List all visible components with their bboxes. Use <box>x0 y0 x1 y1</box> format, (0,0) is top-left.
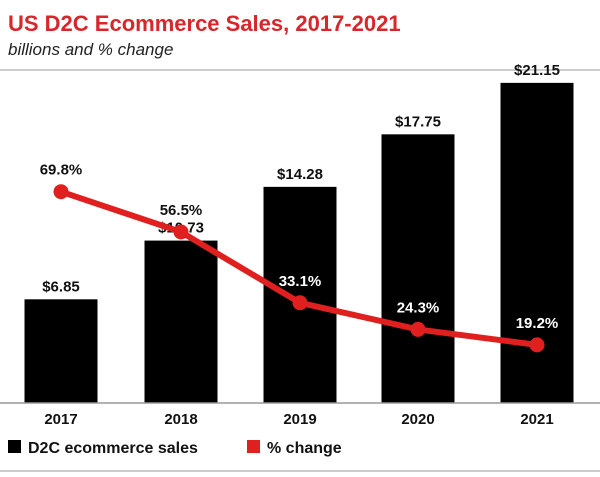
x-tick-2019: 2019 <box>283 411 316 428</box>
legend-label-sales: D2C ecommerce sales <box>28 440 198 457</box>
pct-point-2017 <box>53 184 69 200</box>
bar-2021 <box>500 82 574 403</box>
pct-label-2018: 56.5% <box>160 202 203 219</box>
pct-label-2021: 19.2% <box>516 315 559 332</box>
x-axis-ticks: 2017 2018 2019 2020 2021 <box>44 411 553 428</box>
bar-2020 <box>381 134 455 404</box>
bar-2017 <box>24 299 98 403</box>
bar-label-2017: $6.85 <box>42 278 80 295</box>
legend-label-pct: % change <box>267 440 342 457</box>
legend-swatch-sales <box>8 440 21 453</box>
x-tick-2018: 2018 <box>164 411 197 428</box>
x-tick-2017: 2017 <box>44 411 77 428</box>
pct-label-2019: 33.1% <box>279 273 322 290</box>
pct-point-2018 <box>173 224 189 240</box>
x-tick-2021: 2021 <box>520 411 553 428</box>
pct-point-2020 <box>410 321 426 337</box>
bar-label-2019: $14.28 <box>277 166 323 183</box>
pct-label-2017: 69.8% <box>40 162 83 179</box>
bar-label-2021: $21.15 <box>514 62 560 79</box>
legend-swatch-pct <box>247 440 260 453</box>
legend: D2C ecommerce sales % change <box>8 440 342 457</box>
bar-2019 <box>263 186 337 403</box>
bar-series: $6.85$10.73$14.28$17.75$21.15 <box>24 62 574 404</box>
bar-2018 <box>144 240 218 403</box>
x-tick-2020: 2020 <box>401 411 434 428</box>
pct-point-2021 <box>529 337 545 353</box>
bar-label-2020: $17.75 <box>395 113 441 130</box>
pct-label-2020: 24.3% <box>397 299 440 316</box>
chart-title: US D2C Ecommerce Sales, 2017-2021 <box>8 11 401 36</box>
pct-series: 69.8% 56.5% 33.1% 24.3% 19.2% <box>40 162 559 353</box>
pct-point-2019 <box>292 295 308 311</box>
chart-subtitle: billions and % change <box>8 40 173 59</box>
